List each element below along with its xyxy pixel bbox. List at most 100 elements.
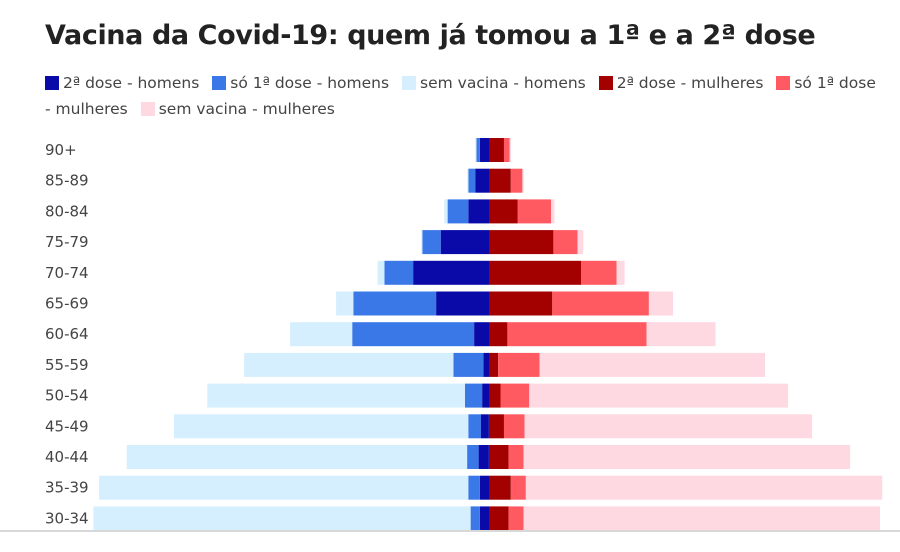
bar-segment-women — [522, 168, 524, 193]
bar-segment-men — [475, 138, 477, 162]
bar-segment-women — [551, 199, 555, 224]
bar-segment-men — [453, 352, 484, 377]
bar-segment-women — [509, 138, 511, 162]
legend-item-women-unvaccinated: sem vacina - mulheres — [140, 100, 335, 118]
bar-segment-men — [436, 291, 489, 316]
bar-segment-men — [475, 168, 489, 193]
legend-label: só 1ª dose - mulheres — [45, 74, 876, 118]
age-group-label: 80-84 — [45, 202, 89, 220]
legend-item-women-second-dose: 2ª dose - mulheres — [598, 74, 764, 92]
legend-swatch — [140, 102, 155, 116]
bar-segment-women — [524, 414, 813, 439]
bar-segment-men — [468, 475, 480, 500]
bar-segment-women — [489, 445, 509, 469]
bar-segment-men — [126, 445, 468, 469]
bar-segment-men — [244, 352, 454, 377]
bar-segment-women — [539, 352, 765, 377]
legend-swatch — [598, 76, 613, 90]
bar-segment-men — [480, 414, 489, 439]
bar-segment-women — [523, 445, 851, 469]
bar-segment-women — [507, 322, 647, 347]
bar-segment-women — [503, 138, 510, 162]
bar-segment-men — [421, 230, 423, 255]
bar-segment-women — [489, 322, 508, 347]
bar-segment-women — [581, 260, 617, 285]
age-group-label: 40-44 — [45, 448, 89, 466]
bar-segment-men — [290, 322, 353, 347]
legend-item-men-second-dose: 2ª dose - homens — [45, 74, 199, 92]
bar-segment-women — [503, 414, 525, 439]
bar-segment-women — [525, 475, 883, 500]
bar-segment-women — [489, 291, 553, 316]
age-group-label: 30-34 — [45, 509, 89, 527]
bar-segment-men — [207, 383, 465, 408]
legend-label: sem vacina - mulheres — [158, 100, 335, 118]
bar-segment-women — [489, 230, 554, 255]
bar-segment-men — [336, 291, 354, 316]
bar-segment-men — [467, 445, 479, 469]
bar-segment-women — [646, 322, 716, 347]
age-group-label: 35-39 — [45, 479, 89, 497]
bar-segment-men — [479, 138, 489, 162]
bar-segment-men — [99, 475, 469, 500]
bar-segment-men — [173, 414, 469, 439]
bar-segment-men — [468, 414, 481, 439]
legend: 2ª dose - homens só 1ª dose - homens sem… — [45, 70, 885, 122]
bar-segment-men — [413, 260, 489, 285]
bar-segment-men — [440, 230, 489, 255]
bar-segment-men — [422, 230, 441, 255]
bar-segment-women — [489, 260, 581, 285]
legend-label: 2ª dose - mulheres — [616, 74, 764, 92]
age-group-label: 60-64 — [45, 325, 89, 343]
legend-swatch — [45, 76, 59, 90]
bar-segment-women — [577, 230, 584, 255]
bar-segment-men — [352, 322, 475, 347]
legend-label: sem vacina - homens — [420, 74, 586, 92]
legend-label: só 1ª dose - homens — [230, 74, 390, 92]
legend-swatch — [776, 76, 791, 90]
bar-segment-men — [476, 138, 480, 162]
bar-segment-women — [489, 414, 504, 439]
bar-segment-women — [517, 199, 552, 224]
bar-segment-women — [510, 475, 526, 500]
age-group-label: 90+ — [45, 141, 77, 159]
bar-segment-women — [523, 506, 880, 531]
bar-segment-women — [489, 383, 501, 408]
bar-segment-men — [464, 383, 483, 408]
legend-swatch — [212, 76, 227, 90]
bar-segment-women — [529, 383, 789, 408]
age-group-label: 45-49 — [45, 417, 89, 435]
bar-segment-men — [384, 260, 414, 285]
legend-swatch — [402, 76, 417, 90]
bar-segment-women — [510, 168, 523, 193]
bar-segment-women — [498, 352, 540, 377]
bar-segment-women — [508, 506, 524, 531]
bar-segment-men — [479, 475, 489, 500]
bar-segment-women — [553, 230, 578, 255]
bar-segment-women — [616, 260, 625, 285]
age-group-label: 55-59 — [45, 356, 89, 374]
age-group-label: 50-54 — [45, 387, 89, 405]
chart-title: Vacina da Covid-19: quem já tomou a 1ª e… — [45, 20, 816, 51]
age-group-label: 65-69 — [45, 295, 89, 313]
bar-segment-men — [474, 322, 490, 347]
bar-segment-men — [467, 168, 469, 193]
bar-segment-men — [93, 506, 471, 531]
bar-segment-women — [508, 445, 524, 469]
bar-segment-men — [479, 506, 489, 531]
bar-segment-men — [447, 199, 469, 224]
bar-segment-men — [377, 260, 385, 285]
bar-segment-women — [648, 291, 674, 316]
bar-segment-men — [468, 199, 489, 224]
bar-segment-women — [489, 352, 499, 377]
age-group-label: 85-89 — [45, 172, 89, 190]
bar-segment-men — [483, 352, 490, 377]
legend-item-men-unvaccinated: sem vacina - homens — [402, 74, 586, 92]
bar-segment-women — [489, 506, 509, 531]
bar-segment-women — [489, 168, 511, 193]
bar-segment-men — [444, 199, 448, 224]
bar-segment-men — [478, 445, 489, 469]
bar-segment-men — [353, 291, 437, 316]
bar-segment-men — [468, 168, 476, 193]
